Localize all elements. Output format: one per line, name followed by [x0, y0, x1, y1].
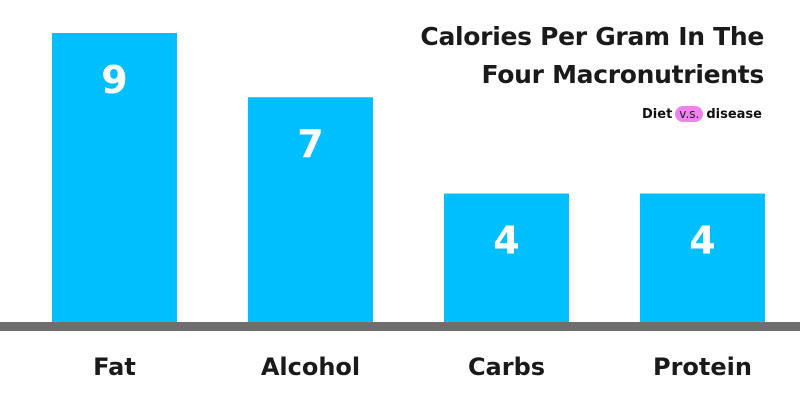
brand-name-right: disease: [706, 106, 762, 122]
bar-fat: [52, 33, 177, 322]
data-label-protein: 4: [689, 219, 715, 263]
x-axis-baseline: [0, 322, 800, 331]
x-tick-labels: Fat Alcohol Carbs Protein: [93, 353, 752, 381]
brand-name-left: Diet: [642, 106, 673, 122]
bar-alcohol: [248, 97, 373, 322]
chart-title: Calories Per Gram In The Four Macronutri…: [420, 18, 764, 94]
bars-group: 9 7 4 4: [52, 33, 765, 322]
x-tick-label-alcohol: Alcohol: [261, 353, 360, 381]
chart-title-line-2: Four Macronutrients: [481, 60, 765, 89]
x-tick-label-protein: Protein: [653, 353, 752, 381]
chart-title-line-1: Calories Per Gram In The: [420, 22, 764, 51]
x-tick-label-fat: Fat: [93, 353, 136, 381]
data-label-alcohol: 7: [297, 122, 323, 166]
data-label-carbs: 4: [493, 219, 519, 263]
x-tick-label-carbs: Carbs: [468, 353, 545, 381]
brand-vs-badge: v.s.: [675, 106, 704, 122]
bar-carbs: [444, 193, 569, 322]
bar-protein: [640, 193, 765, 322]
brand-logo: Diet v.s. disease: [642, 106, 762, 122]
data-label-fat: 9: [101, 58, 127, 102]
